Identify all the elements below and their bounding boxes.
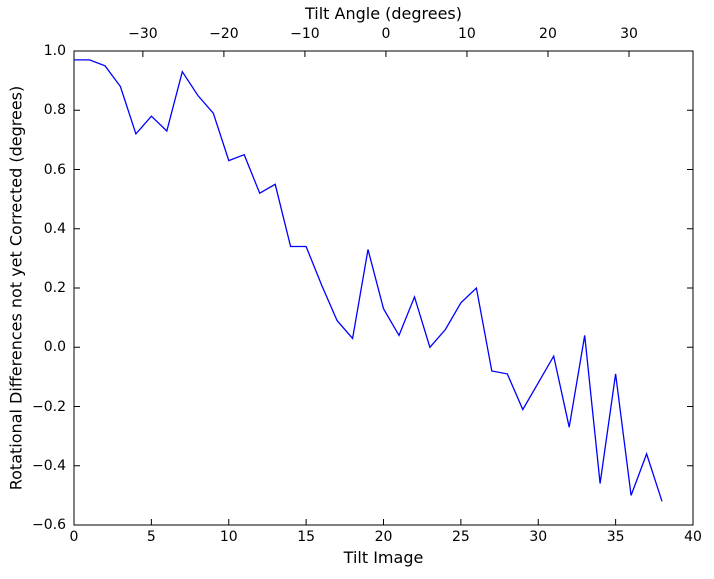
top-tick-label: 0	[381, 26, 391, 42]
data-line	[74, 59, 663, 502]
top-tick-label: 10	[458, 26, 476, 42]
y-tick-label: 0.8	[43, 102, 66, 119]
x-tick-label: 40	[684, 529, 702, 545]
top-tick-label: 30	[620, 26, 638, 42]
top-tick-label: 20	[539, 26, 557, 42]
y-tick-label: −0.6	[32, 517, 66, 533]
y-tick-label: 0.4	[43, 220, 66, 237]
x-tick-label: 30	[529, 529, 548, 545]
x-tick-label: 20	[374, 529, 393, 545]
y-tick-label: 1.0	[43, 43, 66, 59]
x-tick-label: 0	[69, 529, 79, 545]
x-axis-title: Tilt Image	[343, 548, 424, 567]
y-tick-label: −0.4	[32, 457, 66, 474]
y-tick-label: 0.6	[43, 161, 66, 178]
top-tick-label: −30	[128, 26, 158, 42]
y-tick-label: 0.2	[43, 280, 66, 296]
y-tick-label: −0.2	[32, 398, 66, 415]
top-tick-label: −20	[209, 26, 239, 42]
x-tick-label: 35	[606, 529, 625, 545]
x-tick-label: 10	[219, 529, 238, 545]
x-tick-label: 15	[297, 529, 316, 545]
x-tick-label: 5	[146, 529, 156, 545]
top-axis-title: Tilt Angle (degrees)	[304, 4, 463, 23]
x-tick-label: 25	[451, 529, 470, 545]
y-tick-label: 0.0	[43, 339, 66, 356]
plot-border	[73, 50, 694, 526]
top-tick-label: −10	[290, 26, 320, 42]
